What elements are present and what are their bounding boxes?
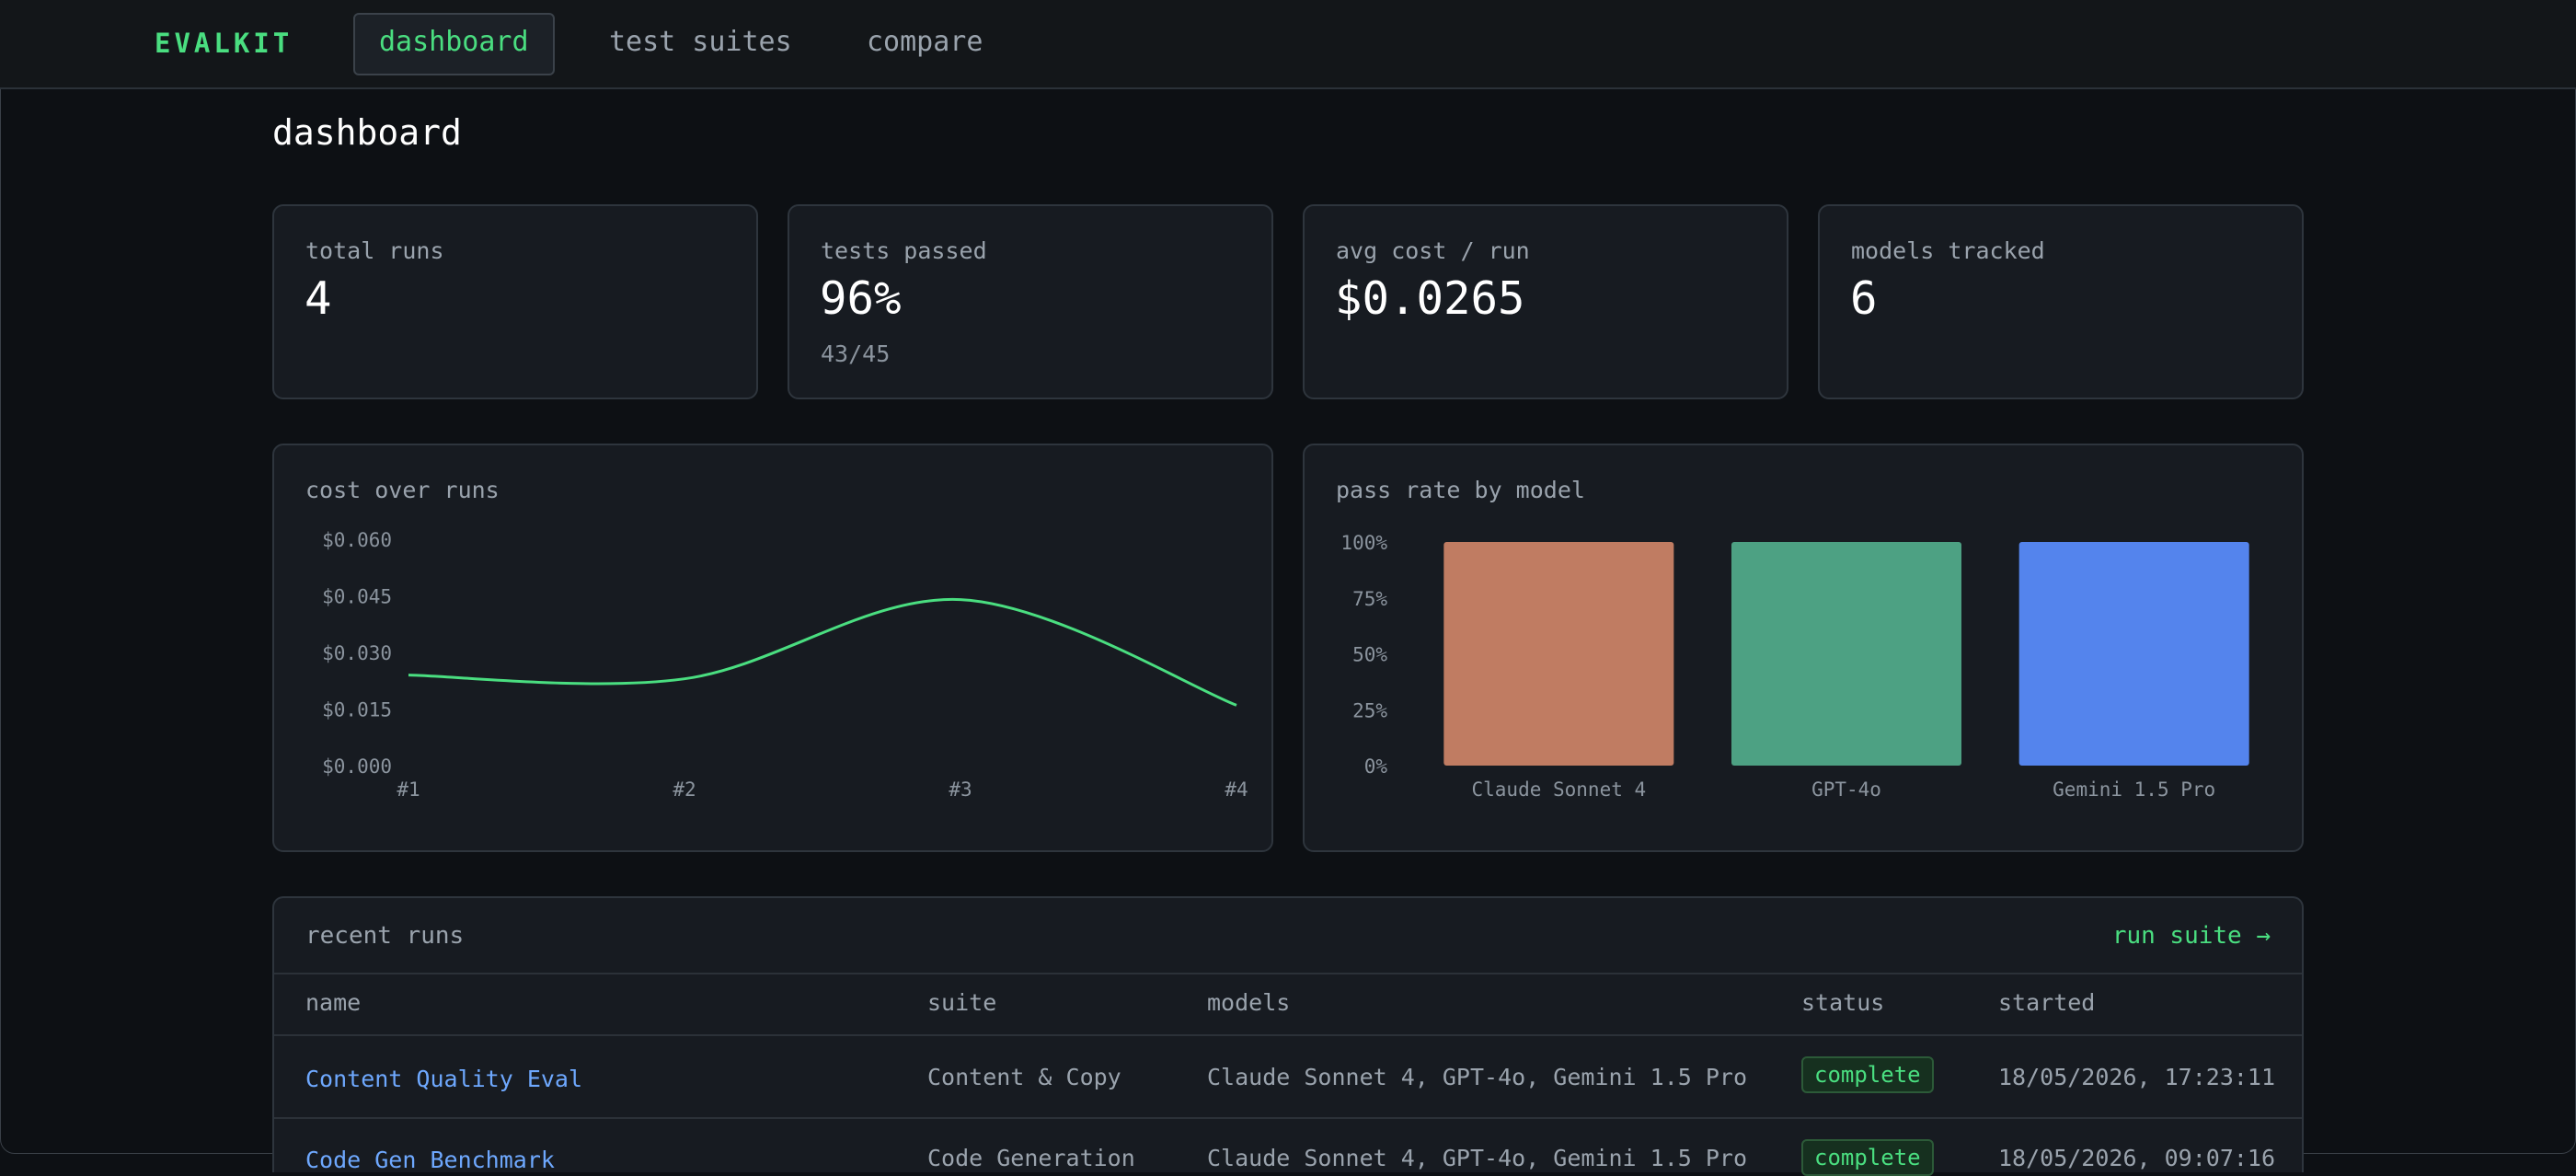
stat-label: tests passed bbox=[821, 237, 987, 264]
status-badge: complete bbox=[1801, 1139, 1934, 1176]
stat-card-avg-cost: avg cost / run $0.0265 bbox=[1303, 204, 1788, 399]
stat-value: 96% bbox=[820, 272, 902, 325]
app-logo[interactable]: EVALKIT bbox=[155, 28, 293, 59]
y-tick-label: $0.030 bbox=[322, 642, 392, 664]
run-name-link[interactable]: Code Gen Benchmark bbox=[305, 1147, 555, 1173]
cost-chart-card: cost over runs $0.060 $0.045 $0.030 $0.015 $… bbox=[272, 444, 1273, 852]
category-label: GPT-4o bbox=[1811, 778, 1881, 801]
chart-title: pass rate by model bbox=[1336, 477, 1585, 503]
run-models: Claude Sonnet 4, GPT-4o, Gemini 1.5 Pro bbox=[1207, 1064, 1747, 1090]
divider bbox=[274, 973, 2302, 974]
run-models: Claude Sonnet 4, GPT-4o, Gemini 1.5 Pro bbox=[1207, 1145, 1747, 1171]
stat-card-models-tracked: models tracked 6 bbox=[1818, 204, 2304, 399]
y-tick-label: $0.000 bbox=[322, 755, 392, 778]
y-tick-label: 100% bbox=[1340, 532, 1387, 554]
x-tick-label: #3 bbox=[949, 778, 972, 801]
category-label: Gemini 1.5 Pro bbox=[2053, 778, 2215, 801]
x-tick-label: #1 bbox=[397, 778, 420, 801]
page-title: dashboard bbox=[272, 112, 462, 153]
chart-title: cost over runs bbox=[305, 477, 500, 503]
y-tick-label: 75% bbox=[1352, 588, 1387, 610]
top-nav-bar: EVALKIT dashboard test suites compare bbox=[0, 0, 2576, 89]
divider bbox=[274, 1034, 2302, 1036]
bar[interactable] bbox=[2018, 542, 2249, 766]
cost-line-chart: $0.060 $0.045 $0.030 $0.015 $0.000#1 #2 #3 #4 bbox=[322, 529, 1248, 801]
stat-label: total runs bbox=[305, 237, 444, 264]
y-tick-label: $0.060 bbox=[322, 529, 392, 551]
run-started: 18/05/2026, 09:07:16 bbox=[1998, 1145, 2276, 1171]
nav-dashboard[interactable]: dashboard bbox=[353, 13, 555, 75]
y-tick-label: 25% bbox=[1352, 699, 1387, 721]
recent-runs-panel: recent runs run suite → name suite model… bbox=[272, 896, 2304, 1176]
column-header-models[interactable]: models bbox=[1207, 989, 1291, 1016]
column-header-name[interactable]: name bbox=[305, 989, 362, 1016]
column-header-status[interactable]: status bbox=[1801, 989, 1885, 1016]
nav-compare[interactable]: compare bbox=[867, 26, 983, 58]
run-started: 18/05/2026, 17:23:11 bbox=[1998, 1064, 2276, 1090]
y-tick-label: $0.015 bbox=[322, 699, 392, 721]
pass-rate-chart-card: pass rate by model 100% 75% 50% 25% 0% Claude… bbox=[1303, 444, 2304, 852]
status-badge: complete bbox=[1801, 1056, 1934, 1093]
run-suite: Code Generation bbox=[927, 1145, 1135, 1171]
stat-value: 4 bbox=[305, 272, 332, 325]
stat-value: $0.0265 bbox=[1335, 272, 1525, 325]
x-tick-label: #4 bbox=[1225, 778, 1248, 801]
x-tick-label: #2 bbox=[673, 778, 696, 801]
bar[interactable] bbox=[1731, 542, 1961, 766]
run-suite: Content & Copy bbox=[927, 1064, 1121, 1090]
cost-series-line bbox=[408, 598, 1237, 707]
y-tick-label: 50% bbox=[1352, 644, 1387, 666]
run-name-link[interactable]: Content Quality Eval bbox=[305, 1066, 583, 1092]
stat-value: 6 bbox=[1850, 272, 1878, 325]
recent-runs-title: recent runs bbox=[305, 922, 465, 950]
stat-subtext: 43/45 bbox=[821, 340, 891, 367]
column-header-suite[interactable]: suite bbox=[927, 989, 997, 1016]
run-suite-link[interactable]: run suite → bbox=[2111, 922, 2271, 950]
divider bbox=[274, 1117, 2302, 1119]
y-tick-label: 0% bbox=[1364, 755, 1388, 778]
stat-card-tests-passed: tests passed 96% 43/45 bbox=[788, 204, 1273, 399]
stat-card-total-runs: total runs 4 bbox=[272, 204, 758, 399]
pass-rate-bar-chart: 100% 75% 50% 25% 0% Claude Sonnet 4 GPT-4o Gemi… bbox=[1340, 532, 2249, 801]
column-header-started[interactable]: started bbox=[1998, 989, 2096, 1016]
stat-label: models tracked bbox=[1851, 237, 2045, 264]
stat-label: avg cost / run bbox=[1336, 237, 1530, 264]
bar[interactable] bbox=[1443, 542, 1674, 766]
nav-test-suites[interactable]: test suites bbox=[609, 26, 792, 58]
category-label: Claude Sonnet 4 bbox=[1472, 778, 1647, 801]
y-tick-label: $0.045 bbox=[322, 586, 392, 608]
